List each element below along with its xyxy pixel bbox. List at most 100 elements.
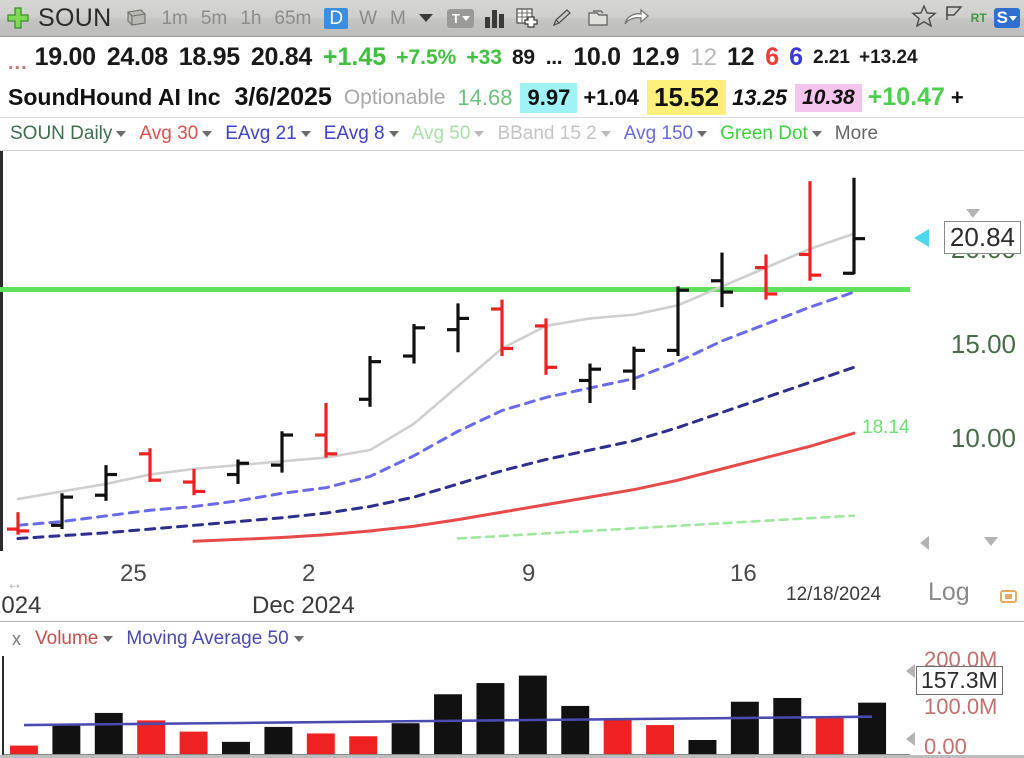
price-axis-scroll-up-icon[interactable] (966, 208, 980, 218)
timeframe-1m[interactable]: 1m (161, 7, 188, 29)
quote-open: 19.00 (34, 43, 96, 71)
share-arrow-icon[interactable] (622, 7, 650, 29)
main-toolbar: SOUN 1m 5m 1h 65m D W M T (0, 0, 1024, 37)
bar-chart-icon[interactable] (484, 8, 504, 28)
volume-tick-100m: 100.0M (924, 694, 998, 720)
current-price-arrow-icon (914, 228, 929, 247)
chevron-down-icon[interactable] (300, 131, 311, 137)
volume-axis-top-marker-icon (906, 664, 915, 678)
company-name: SoundHound AI Inc (8, 84, 221, 110)
account-badge-label: S (996, 8, 1008, 27)
indicator-soun-daily[interactable]: SOUN Daily (10, 123, 113, 144)
green-line-price-label: 18.14 (862, 417, 910, 439)
chevron-down-icon (461, 15, 470, 21)
realtime-indicator: RT (970, 11, 987, 25)
chevron-down-icon[interactable] (474, 131, 485, 137)
chart-left-axis-line (0, 151, 3, 551)
current-volume-marker: 157.3M (916, 666, 1003, 696)
chevron-down-icon[interactable] (116, 131, 127, 137)
price-axis-scroll-down-icon[interactable] (984, 537, 998, 546)
log-scale-toggle-icon[interactable] (1000, 590, 1017, 603)
metric-13-25: 13.25 (732, 84, 788, 110)
text-tool-label: T (451, 10, 460, 26)
chevron-down-icon[interactable] (600, 131, 611, 137)
current-price-marker: 20.84 (943, 220, 1021, 254)
text-tool-button[interactable]: T (446, 8, 474, 28)
chevron-down-icon[interactable] (697, 131, 708, 137)
quote-low: 18.95 (178, 43, 240, 71)
end-date-label: 12/18/2024 (786, 584, 882, 605)
quote-metric-10-0: 10.0 (573, 43, 621, 71)
quote-row-primary: ... 19.00 24.08 18.95 20.84 +1.45 +7.5% … (0, 37, 1024, 78)
chevron-down-icon[interactable] (388, 131, 399, 137)
metric-plus-10-47: +10.47 (867, 83, 945, 111)
price-chart-panel: 20.00 15.00 10.00 20.84 18.14 25 2 9 16 … (0, 150, 1024, 621)
add-symbol-icon[interactable] (6, 6, 30, 30)
chevron-down-icon[interactable] (811, 131, 822, 137)
quote-metric-13-24: +13.24 (858, 46, 918, 68)
optionable-label: Optionable (343, 85, 446, 109)
month-label: Dec 2024 (252, 592, 355, 619)
chevron-down-icon[interactable] (103, 636, 114, 642)
chevron-down-icon (1009, 15, 1017, 21)
quote-metric-12-9: 12.9 (631, 43, 680, 71)
close-volume-panel-button[interactable]: x (12, 628, 21, 649)
pencil-icon[interactable] (550, 7, 574, 29)
quote-last: 20.84 (250, 43, 312, 71)
quote-menu-dots[interactable]: ... (8, 52, 28, 74)
metric-highlight-pink: 10.38 (795, 83, 862, 112)
indicator-avg-30[interactable]: Avg 30 (139, 123, 199, 144)
year-label-partial: 2024 (0, 592, 42, 619)
indicator-bband[interactable]: BBand 15 2 (497, 123, 597, 144)
volume-panel: x Volume Moving Average 50 200.0M 100.0M… (0, 621, 1024, 758)
quote-metric-grey-12: 12 (690, 43, 717, 71)
volume-plot-area[interactable] (2, 656, 910, 756)
indicator-avg-150[interactable]: Avg 150 (623, 123, 694, 144)
quote-rs-rating: +33 (466, 45, 502, 69)
metric-trailing-plus: + (950, 84, 964, 110)
indicator-green-dot[interactable]: Green Dot (720, 123, 808, 144)
date-tick-16: 16 (730, 560, 757, 587)
folder-icon[interactable] (585, 7, 611, 29)
earnings-date: 3/6/2025 (234, 83, 332, 111)
timeframe-1h[interactable]: 1h (240, 7, 262, 29)
price-tick-10: 10.00 (950, 422, 1016, 453)
chevron-down-icon[interactable] (202, 131, 213, 137)
printer-icon[interactable] (123, 7, 149, 29)
price-axis-collapse-icon[interactable] (920, 536, 929, 550)
account-menu-button[interactable]: S (993, 8, 1020, 28)
price-tick-15: 15.00 (950, 328, 1016, 359)
date-tick-9: 9 (522, 560, 536, 587)
price-axis[interactable]: 20.00 15.00 10.00 20.84 (910, 151, 1024, 571)
indicator-eavg-8[interactable]: EAvg 8 (323, 123, 385, 144)
volume-tick-0: 0.00 (924, 734, 967, 758)
flag-icon[interactable] (944, 4, 964, 33)
date-axis: 25 2 9 16 2024 Dec 2024 12/18/2024 Log ↔ (0, 546, 1024, 622)
horizontal-resize-icon[interactable]: ↔ (6, 574, 23, 593)
quote-row-secondary: SoundHound AI Inc 3/6/2025 Optionable 14… (0, 78, 1024, 118)
chevron-down-icon[interactable] (418, 14, 433, 22)
indicator-eavg-21[interactable]: EAvg 21 (225, 123, 297, 144)
add-grid-icon[interactable] (515, 7, 539, 29)
metric-highlight-yellow: 15.52 (646, 80, 727, 115)
symbol-label[interactable]: SOUN (38, 3, 112, 32)
star-icon[interactable] (910, 3, 937, 33)
volume-axis[interactable]: 200.0M 100.0M 0.00 157.3M (906, 647, 1024, 758)
indicator-avg-50[interactable]: Avg 50 (411, 123, 471, 144)
chevron-down-icon[interactable] (293, 636, 304, 642)
timeframe-65m[interactable]: 65m (274, 7, 312, 29)
timeframe-daily[interactable]: D (324, 7, 349, 29)
volume-ma-title[interactable]: Moving Average 50 (126, 628, 289, 649)
window-bottom-strip (0, 755, 1024, 758)
timeframe-weekly[interactable]: W (359, 7, 378, 29)
price-plot-area[interactable] (0, 151, 910, 546)
log-scale-label[interactable]: Log (928, 578, 970, 606)
metric-14-68: 14.68 (457, 84, 513, 110)
timeframe-monthly[interactable]: M (390, 7, 406, 29)
volume-title[interactable]: Volume (35, 628, 99, 649)
indicator-more-button[interactable]: More (834, 123, 879, 144)
quote-metric-red-6: 6 (765, 43, 780, 71)
metric-plus-1-04: +1.04 (583, 84, 639, 110)
timeframe-5m[interactable]: 5m (200, 7, 228, 29)
